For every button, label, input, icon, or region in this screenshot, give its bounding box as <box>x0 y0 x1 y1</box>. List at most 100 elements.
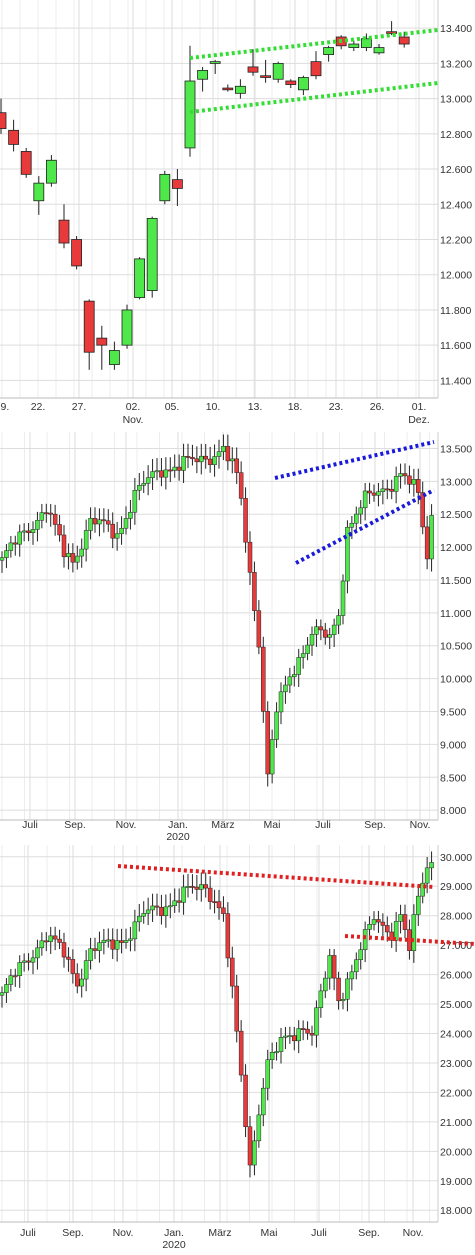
candle-body <box>256 1114 262 1142</box>
x-tick-sublabel: Nov. <box>123 414 144 426</box>
x-tick-label: 02. <box>126 401 141 413</box>
candle-body <box>70 553 76 563</box>
x-tick-label: 19. <box>0 401 9 413</box>
candle-body <box>234 985 239 1032</box>
candle-body <box>285 80 297 85</box>
x-tick-label: 26. <box>370 401 385 413</box>
y-tick-label: 12.600 <box>440 164 472 176</box>
candle-body <box>411 479 417 485</box>
x-tick-label: Jan. <box>168 819 188 831</box>
candle-body <box>269 739 275 775</box>
candle-body <box>225 446 231 462</box>
candle-body <box>283 1035 288 1038</box>
candle-body <box>424 867 430 884</box>
x-tick-label: 01. <box>412 401 427 413</box>
candle-body <box>243 1074 248 1127</box>
candle-body <box>331 624 337 635</box>
candle-body <box>88 948 93 961</box>
x-tick-label: Juli <box>22 819 38 831</box>
candle-body <box>92 948 98 951</box>
candle-body <box>119 940 124 943</box>
candle-body <box>185 456 191 458</box>
candle-body <box>389 931 394 941</box>
candle-body <box>221 907 226 914</box>
candle-body <box>150 905 155 911</box>
candle-body <box>287 1035 293 1038</box>
candle-body <box>309 634 315 646</box>
candle-body <box>362 490 368 509</box>
candle-body <box>278 691 284 713</box>
candle-body <box>345 978 350 1000</box>
candle-body <box>385 925 390 933</box>
candle-body <box>216 451 222 457</box>
candle-body <box>26 960 31 963</box>
candle-body <box>380 488 386 492</box>
chart-panel-2: 13.500 13.000 12.500 12.000 11.500 11.000 10.5… <box>0 432 472 843</box>
candle-body <box>269 1052 275 1060</box>
candle-body <box>243 498 248 543</box>
candle-body <box>75 973 80 987</box>
candle-body <box>163 469 169 478</box>
y-tick-label: 30.000 <box>440 852 472 864</box>
candle-body <box>190 886 195 888</box>
candle-body <box>97 519 102 525</box>
candle-body <box>247 541 253 573</box>
x-tick-label: 18. <box>288 401 303 413</box>
candle-body <box>203 884 208 889</box>
candle-body <box>21 530 27 533</box>
candle-body <box>305 644 310 654</box>
candle-body <box>70 959 76 974</box>
candle-body <box>114 940 120 950</box>
candle-body <box>367 490 372 494</box>
candle-body <box>407 929 412 951</box>
x-tick-label: März <box>208 1227 231 1239</box>
candle-body <box>48 935 53 942</box>
candle-body <box>203 455 208 460</box>
candle-body <box>234 85 246 94</box>
candle-body <box>75 555 80 563</box>
trendline <box>117 864 435 889</box>
candle-body <box>429 515 434 560</box>
candle-body <box>265 711 270 775</box>
candle-body <box>71 239 82 267</box>
candle-body <box>297 77 309 91</box>
candle-body <box>159 470 164 478</box>
candle-body <box>389 488 394 492</box>
candle-body <box>416 895 421 915</box>
candle-body <box>318 990 324 1009</box>
y-tick-label: 8.500 <box>440 772 466 784</box>
y-tick-label: 12.400 <box>440 199 472 211</box>
candle-body <box>207 887 213 902</box>
candle-body <box>159 173 171 202</box>
candle-body <box>154 470 160 473</box>
candle-body <box>314 1007 319 1036</box>
candle-body <box>230 957 235 987</box>
candle-body <box>287 676 293 686</box>
candle-body <box>101 519 107 522</box>
y-tick-label: 11.000 <box>440 608 471 620</box>
candle-body <box>354 513 359 524</box>
candle-body <box>20 151 32 175</box>
y-tick-label: 11.800 <box>440 305 471 317</box>
candle-body <box>4 550 9 558</box>
candle-body <box>402 473 408 477</box>
y-tick-label: 10.500 <box>440 641 472 653</box>
candle-body <box>429 862 434 869</box>
candle-body <box>110 939 115 950</box>
y-tick-label: 29.000 <box>440 881 472 893</box>
candle-body <box>367 924 372 930</box>
candle-body <box>260 75 272 78</box>
candle-body <box>44 512 49 515</box>
x-tick-label: März <box>211 819 234 831</box>
candle-body <box>199 455 204 463</box>
candle-body <box>13 975 18 978</box>
x-tick-label: Jan. <box>164 1227 184 1239</box>
candle-body <box>141 483 146 486</box>
candle-body <box>35 947 40 959</box>
trendline <box>295 488 435 565</box>
x-tick-label: Nov. <box>403 1227 424 1239</box>
candle-body <box>110 523 115 539</box>
y-tick-label: 23.000 <box>440 1058 472 1070</box>
candle-body <box>222 87 234 91</box>
